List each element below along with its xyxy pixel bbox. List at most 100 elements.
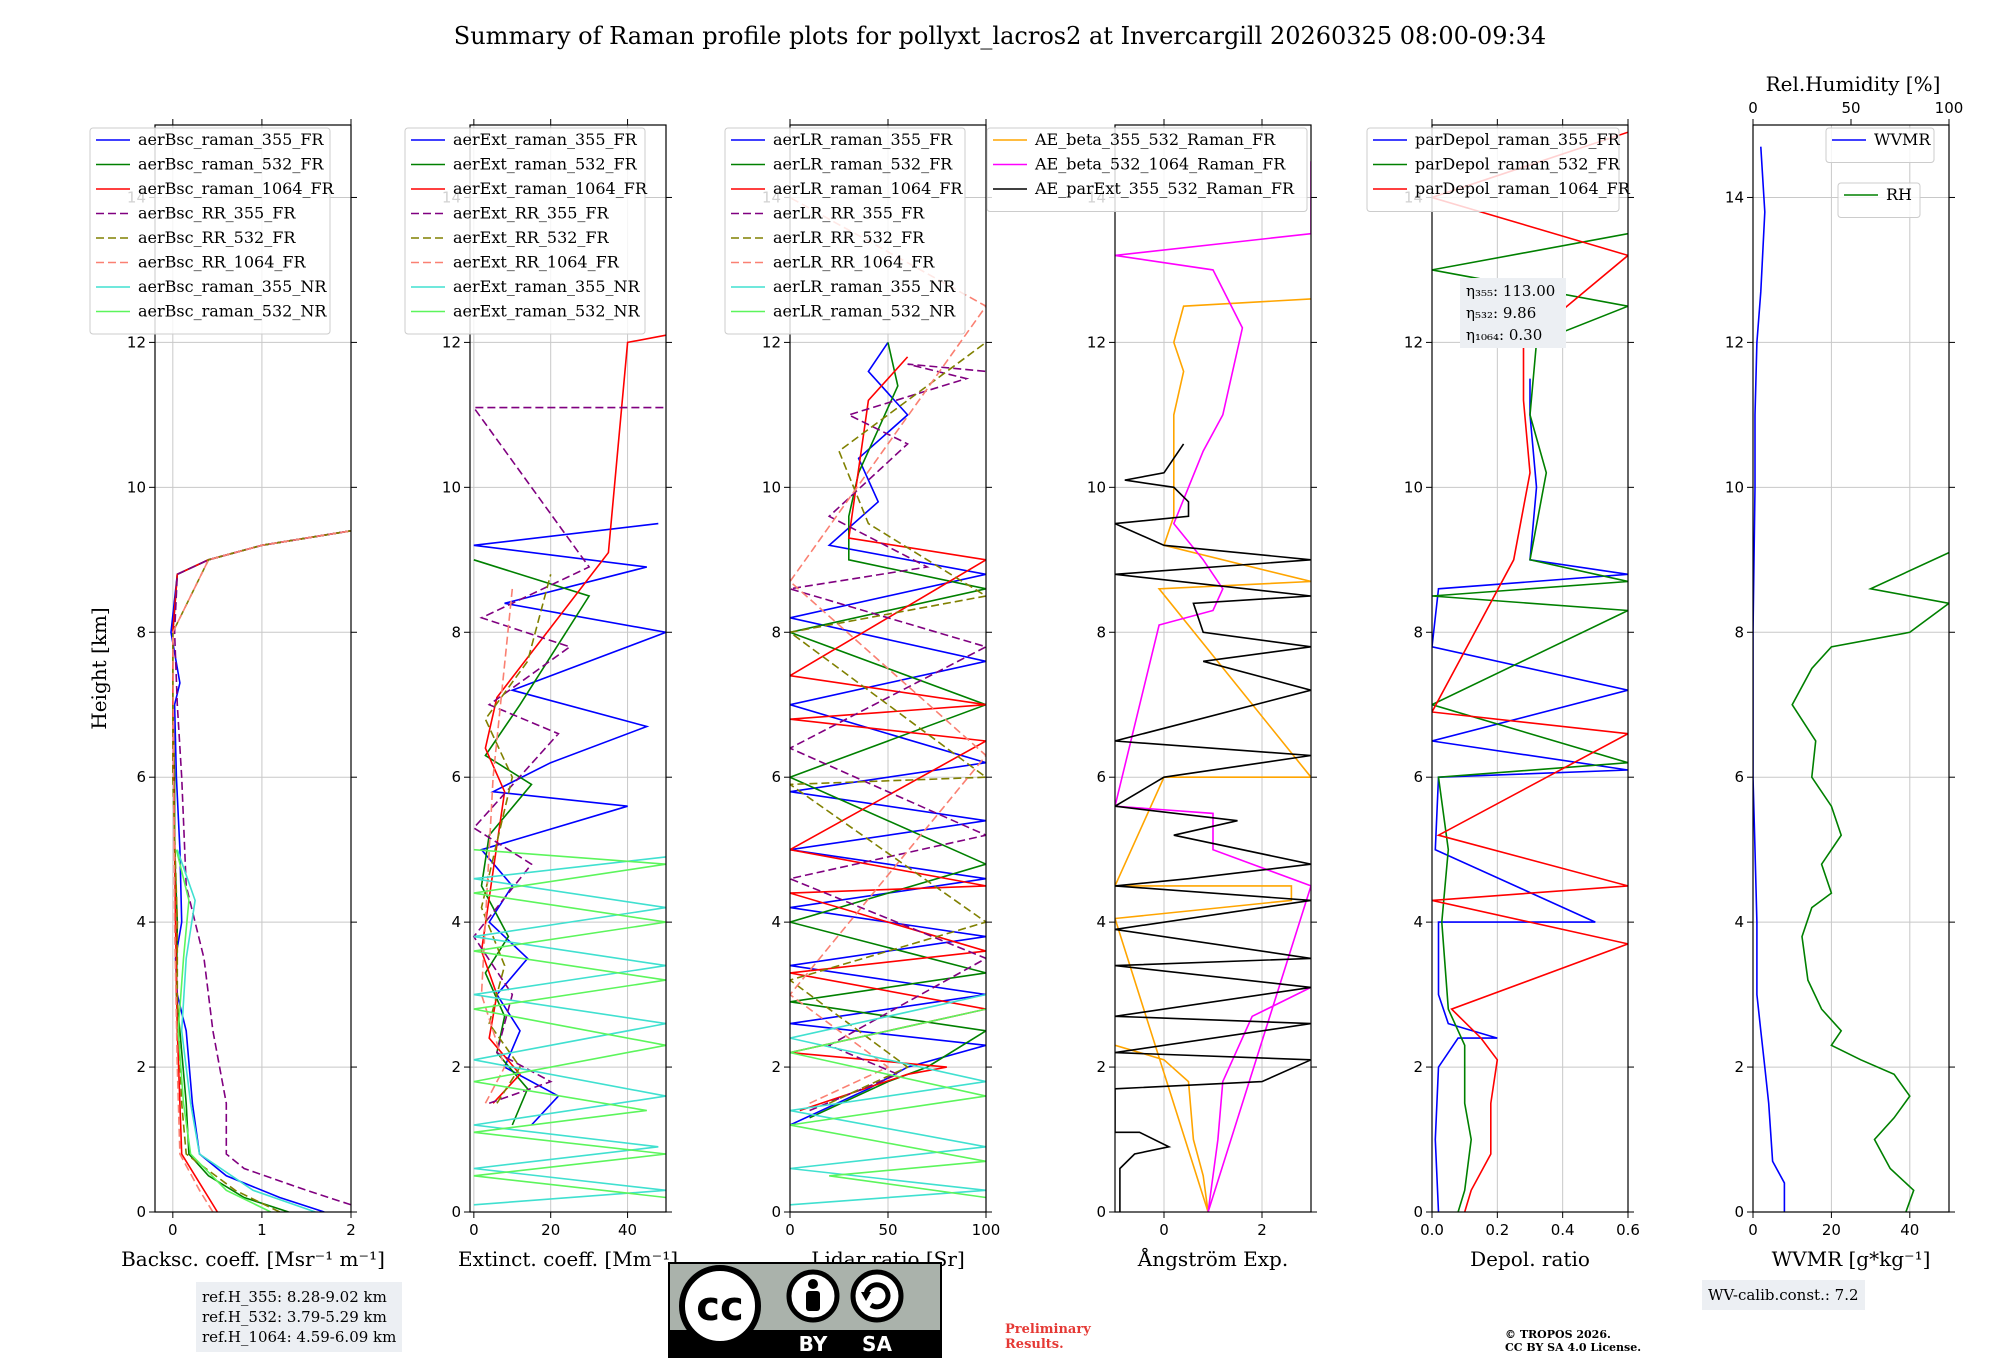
x-tick-label: 0.6 [1616,1221,1640,1239]
legend-label: aerExt_raman_355_FR [453,130,638,149]
legend-label: aerExt_RR_532_FR [453,228,610,247]
legend-label: aerBsc_raman_532_NR [138,302,327,321]
x-tick-label: 2 [1257,1221,1267,1239]
x-tick-label: 0.0 [1420,1221,1444,1239]
x-tick-label: 0 [785,1221,795,1239]
y-tick-label: 0 [771,1203,781,1221]
series-line [1753,146,1786,1212]
legend-label: aerBsc_RR_355_FR [138,204,296,223]
y-tick-label: 6 [136,768,146,786]
copyright-line-2: CC BY SA 4.0 License. [1505,1341,1642,1354]
legend-label: parDepol_raman_532_FR [1415,155,1621,174]
panel-3: 02468101214050100Lidar ratio [Sr]aerLR_r… [724,119,1000,1271]
y-tick-label: 10 [1404,478,1423,496]
legend-label: parDepol_raman_355_FR [1415,130,1621,149]
series-line [472,406,666,1105]
y-tick-label: 12 [127,333,146,351]
copyright-line-1: © TROPOS 2026. [1505,1328,1611,1341]
legend-label: aerLR_raman_355_NR [773,277,956,296]
y-tick-label: 12 [762,333,781,351]
x-tick-label: 0 [1748,1221,1758,1239]
series-line [790,356,986,1112]
by-label: BY [799,1332,828,1356]
series-line [790,342,986,1119]
top-x-tick-label: 100 [1935,99,1964,117]
legend-label: AE_beta_355_532_Raman_FR [1034,130,1276,149]
top-x-axis-label: Rel.Humidity [%] [1766,72,1941,96]
eta-annotation: η₃₅₅: 113.00 η₅₃₂: 9.86 η₁₀₆₄: 0.30 [1460,278,1566,348]
legend-label: aerLR_raman_532_NR [773,302,956,321]
legend-label: AE_parExt_355_532_Raman_FR [1034,179,1295,198]
legend-label: aerLR_RR_532_FR [773,228,925,247]
legend-box [89,127,331,335]
annotation-text: η₁₀₆₄: 0.30 [1466,326,1542,344]
legend-label: aerExt_raman_532_FR [453,155,638,174]
x-tick-label: 0.4 [1551,1221,1575,1239]
series-line [173,530,351,1206]
legend-label: aerExt_RR_355_FR [453,204,610,223]
series-line [170,530,351,1212]
y-tick-label: 8 [136,623,146,641]
legend: parDepol_raman_355_FR parDepol_raman_532_… [1366,127,1631,212]
legend-label: aerBsc_raman_532_FR [138,155,324,174]
series-group [170,530,351,1212]
series-group [1115,161,1311,1212]
y-tick-label: 4 [136,913,146,931]
y-tick-label: 12 [1087,333,1106,351]
y-tick-label: 0 [451,1203,461,1221]
series-line [790,341,986,1126]
legend-rh: RH [1837,182,1921,218]
y-tick-label: 12 [442,333,461,351]
legend-label: aerLR_RR_1064_FR [773,253,935,272]
legend-box [1837,182,1921,218]
y-tick-label: 2 [451,1058,461,1076]
legend: aerBsc_raman_355_FR aerBsc_raman_532_FRae… [89,127,335,335]
series-line [790,341,986,1105]
series-line [1432,232,1628,1212]
y-tick-label: 4 [1096,913,1106,931]
legend-label: aerBsc_RR_1064_FR [138,253,307,272]
y-tick-label: 10 [127,478,146,496]
axes-frame [1431,124,1629,1213]
legend-label: aerExt_raman_1064_FR [453,179,648,198]
y-tick-label: 0 [1734,1203,1744,1221]
ref-height-532: ref.H_532: 3.79-5.29 km [202,1308,387,1326]
panel-6: 0 2 4 6 8 10 12 14 0 20 40 WVMR [g*kg⁻¹] 0 50 100 Rel.H… [1725,72,1963,1271]
x-tick-label: 1 [257,1221,267,1239]
ref-height-355: ref.H_355: 8.28-9.02 km [202,1288,387,1306]
wv-calib-box: WV-calib.const.: 7.2 [1702,1280,1865,1310]
axes-frame [1114,124,1312,1213]
y-tick-label: 2 [1413,1058,1423,1076]
annotation-text: η₅₃₂: 9.86 [1466,304,1536,322]
axes-frame [154,124,352,1213]
legend-label: RH [1886,185,1912,204]
cc-license-badge: cc BY SA [668,1262,942,1358]
legend-label: aerLR_RR_355_FR [773,204,925,223]
annotation-text: η₃₅₅: 113.00 [1466,282,1555,300]
y-tick-label: 2 [1096,1058,1106,1076]
legend-label: AE_beta_532_1064_Raman_FR [1034,155,1286,174]
y-tick-label: 2 [136,1058,146,1076]
legend-box [1366,127,1620,212]
x-tick-label: 50 [878,1221,897,1239]
y-tick-label: 0 [1096,1203,1106,1221]
x-tick-label: 0.2 [1485,1221,1509,1239]
y-tick-label: 10 [762,478,781,496]
y-axis-label: Height [km] [87,607,111,729]
y-tick-label: 2 [771,1058,781,1076]
legend-label: aerBsc_raman_1064_FR [138,179,335,198]
y-tick-label: 8 [1734,623,1744,641]
y-tick-label: 14 [1725,188,1744,206]
legend-label: aerLR_raman_355_FR [773,130,953,149]
legend: aerLR_raman_355_FR aerLR_raman_532_FR aerL… [724,127,966,335]
panel-1: 02468101214012Backsc. coeff. [Msr⁻¹ m⁻¹]… [89,119,385,1271]
series-line [480,588,514,1104]
series-group [1432,131,1628,1212]
series-line [473,848,666,1199]
series-line [790,1008,986,1199]
y-tick-label: 8 [451,623,461,641]
y-tick-label: 0 [1413,1203,1423,1221]
y-tick-label: 8 [771,623,781,641]
